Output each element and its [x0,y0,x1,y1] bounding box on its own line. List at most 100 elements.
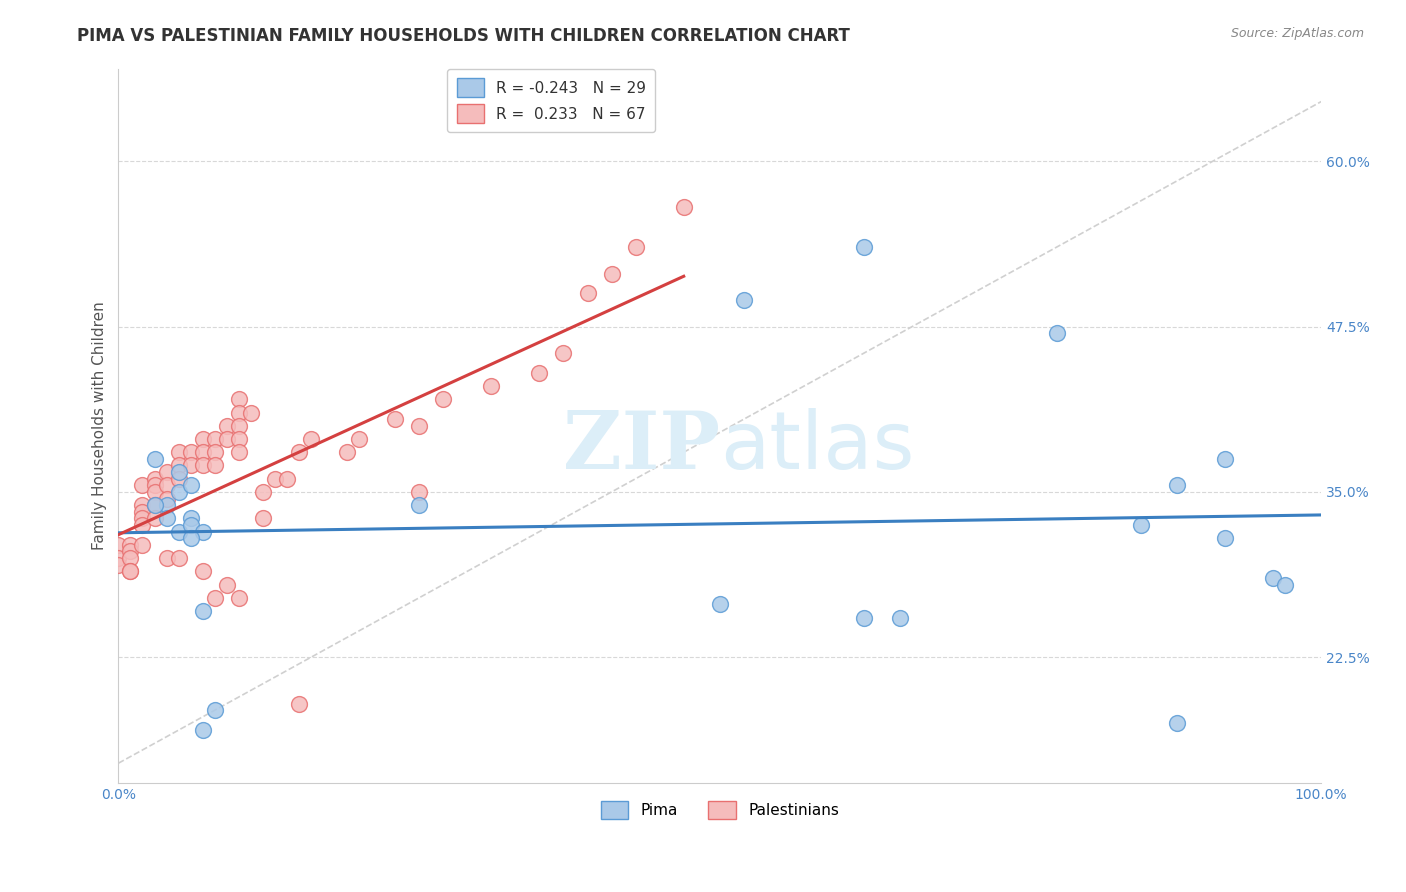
Point [252,511,274,525]
Point [276,472,298,486]
Point [180,518,202,533]
Point [180,445,202,459]
Point [143,485,166,500]
Point [155,478,177,492]
Point [204,591,226,605]
Point [288,445,311,459]
Point [600,267,623,281]
Point [120,551,142,566]
Point [529,366,551,380]
Point [167,445,190,459]
Point [131,538,153,552]
Point [204,445,226,459]
Text: atlas: atlas [720,409,914,486]
Point [167,485,190,500]
Point [228,591,250,605]
Point [131,511,153,525]
Point [191,524,214,539]
Point [155,551,177,566]
Point [107,551,129,566]
Point [853,610,876,624]
Point [204,458,226,473]
Point [191,445,214,459]
Point [131,498,153,512]
Point [167,458,190,473]
Point [191,432,214,446]
Point [191,565,214,579]
Point [553,346,575,360]
Point [299,432,322,446]
Point [408,498,430,512]
Point [143,472,166,486]
Point [1274,577,1296,591]
Point [408,485,430,500]
Point [143,498,166,512]
Point [263,472,285,486]
Point [228,432,250,446]
Point [1166,478,1188,492]
Point [180,458,202,473]
Point [155,498,177,512]
Point [1213,531,1236,545]
Point [167,524,190,539]
Point [288,697,311,711]
Point [432,392,454,407]
Point [204,432,226,446]
Y-axis label: Family Households with Children: Family Households with Children [93,301,107,550]
Point [167,551,190,566]
Point [228,405,250,419]
Point [853,240,876,254]
Point [107,538,129,552]
Point [733,293,755,307]
Point [672,201,695,215]
Point [180,478,202,492]
Point [347,432,370,446]
Point [1129,518,1152,533]
Point [576,286,599,301]
Point [1213,451,1236,466]
Point [120,538,142,552]
Point [143,478,166,492]
Point [143,451,166,466]
Point [239,405,262,419]
Point [215,577,238,591]
Point [336,445,359,459]
Point [131,518,153,533]
Point [1261,571,1284,585]
Point [384,412,406,426]
Point [143,498,166,512]
Text: ZIP: ZIP [562,409,720,486]
Legend: Pima, Palestinians: Pima, Palestinians [595,795,845,825]
Point [228,418,250,433]
Text: Source: ZipAtlas.com: Source: ZipAtlas.com [1230,27,1364,40]
Point [120,544,142,558]
Point [709,598,731,612]
Point [204,703,226,717]
Point [215,432,238,446]
Point [131,505,153,519]
Point [1166,716,1188,731]
Point [215,418,238,433]
Point [167,465,190,479]
Point [180,531,202,545]
Point [191,458,214,473]
Point [228,392,250,407]
Point [191,604,214,618]
Text: PIMA VS PALESTINIAN FAMILY HOUSEHOLDS WITH CHILDREN CORRELATION CHART: PIMA VS PALESTINIAN FAMILY HOUSEHOLDS WI… [77,27,851,45]
Point [120,565,142,579]
Point [889,610,911,624]
Point [155,465,177,479]
Point [252,485,274,500]
Point [167,472,190,486]
Point [479,379,502,393]
Point [624,240,647,254]
Point [191,723,214,738]
Point [1045,326,1067,340]
Point [408,418,430,433]
Point [180,511,202,525]
Point [228,445,250,459]
Point [131,478,153,492]
Point [107,558,129,572]
Point [120,565,142,579]
Point [155,491,177,506]
